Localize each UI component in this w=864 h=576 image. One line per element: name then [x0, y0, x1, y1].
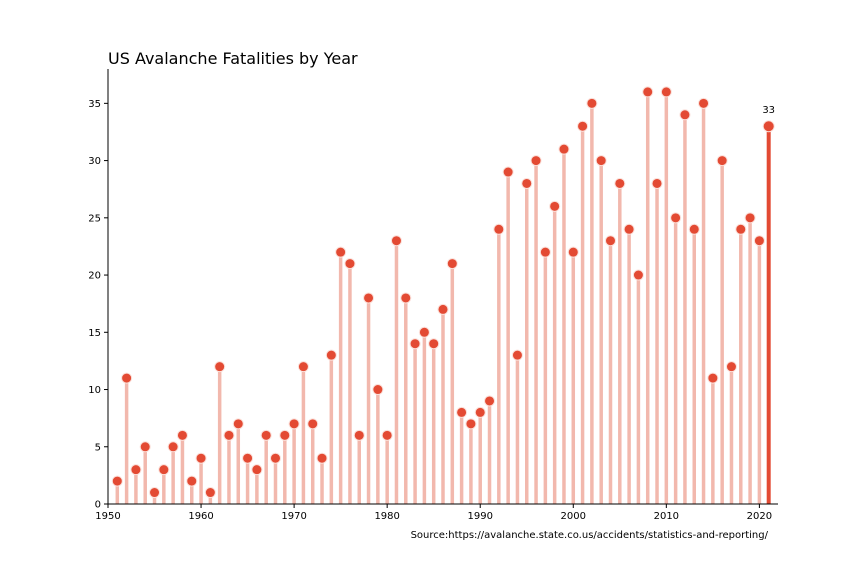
marker-2015 [707, 372, 719, 384]
marker-1969 [279, 429, 291, 441]
y-tick-label-30: 30 [88, 156, 101, 167]
x-tick-label-1990: 1990 [467, 511, 492, 522]
marker-1991 [484, 395, 496, 407]
marker-2017 [725, 361, 737, 373]
x-tick-label-1950: 1950 [95, 511, 120, 522]
marker-1963 [223, 429, 235, 441]
x-tick-label-1980: 1980 [374, 511, 399, 522]
markers-group [111, 86, 775, 499]
x-tick-label-2020: 2020 [747, 511, 772, 522]
marker-1971 [297, 361, 309, 373]
marker-1959 [186, 475, 198, 487]
marker-2005 [614, 177, 626, 189]
marker-1957 [167, 441, 179, 453]
chart-title: US Avalanche Fatalities by Year [108, 49, 358, 68]
marker-2014 [698, 97, 710, 109]
marker-1968 [270, 452, 281, 464]
marker-1989 [465, 418, 477, 430]
y-tick-label-35: 35 [88, 99, 101, 110]
marker-1994 [511, 349, 523, 361]
marker-1988 [456, 406, 468, 418]
marker-1960 [195, 452, 207, 464]
stems-group [115, 91, 771, 504]
marker-2011 [670, 212, 682, 224]
marker-2009 [651, 177, 663, 189]
marker-1984 [418, 326, 430, 338]
marker-1970 [288, 418, 300, 430]
marker-1967 [260, 429, 272, 441]
marker-2021 [762, 120, 775, 133]
y-tick-label-10: 10 [88, 385, 101, 396]
y-tick-label-25: 25 [88, 213, 101, 224]
source-note: Source:https://avalanche.state.co.us/acc… [411, 530, 769, 541]
marker-1972 [307, 418, 319, 430]
marker-1983 [409, 338, 421, 350]
x-tick-label-2000: 2000 [561, 511, 586, 522]
marker-1961 [204, 487, 216, 499]
y-tick-label-20: 20 [88, 271, 101, 282]
marker-1979 [372, 384, 384, 396]
marker-1977 [353, 429, 365, 441]
marker-2001 [577, 120, 589, 132]
marker-2008 [642, 86, 654, 98]
marker-1975 [335, 246, 347, 258]
marker-1976 [344, 258, 356, 270]
marker-1985 [428, 338, 440, 350]
marker-1965 [242, 452, 254, 464]
marker-1962 [214, 361, 226, 373]
marker-2010 [660, 86, 672, 98]
marker-2018 [735, 223, 747, 235]
y-tick-label-0: 0 [95, 500, 101, 511]
marker-1990 [474, 406, 486, 418]
marker-1955 [149, 487, 161, 499]
marker-1952 [121, 372, 133, 384]
x-tick-label-1970: 1970 [281, 511, 306, 522]
y-tick-label-5: 5 [95, 442, 101, 453]
marker-1951 [111, 475, 123, 487]
marker-2012 [679, 109, 691, 121]
marker-1964 [232, 418, 244, 430]
marker-1998 [549, 200, 561, 212]
marker-1966 [251, 464, 263, 476]
marker-1996 [530, 155, 542, 167]
highlight-data-label: 33 [762, 105, 775, 116]
marker-2019 [744, 212, 756, 224]
marker-1978 [363, 292, 375, 304]
marker-1982 [400, 292, 412, 304]
marker-2007 [632, 269, 644, 281]
marker-2003 [595, 155, 607, 167]
marker-1973 [316, 452, 328, 464]
marker-1992 [493, 223, 505, 235]
marker-2013 [688, 223, 700, 235]
marker-1954 [139, 441, 151, 453]
marker-2006 [623, 223, 635, 235]
marker-1953 [130, 464, 142, 476]
x-tick-label-1960: 1960 [188, 511, 213, 522]
marker-2004 [605, 235, 616, 247]
marker-1987 [446, 258, 458, 270]
marker-1999 [558, 143, 570, 155]
marker-1958 [176, 429, 188, 441]
marker-2020 [753, 235, 765, 247]
marker-2000 [567, 246, 579, 258]
marker-2002 [586, 97, 598, 109]
marker-1997 [539, 246, 551, 258]
marker-1995 [521, 177, 533, 189]
y-tick-label-15: 15 [88, 328, 101, 339]
marker-1993 [502, 166, 514, 178]
marker-2016 [716, 155, 728, 167]
marker-1956 [158, 464, 170, 476]
x-tick-label-2010: 2010 [654, 511, 679, 522]
marker-1974 [325, 349, 337, 361]
marker-1986 [437, 303, 449, 315]
axes-group: 1950 1960 1970 1980 1990 2000 2010 2020 0 5 10 15 20… [88, 69, 778, 522]
marker-1980 [381, 429, 393, 441]
marker-1981 [390, 235, 402, 247]
